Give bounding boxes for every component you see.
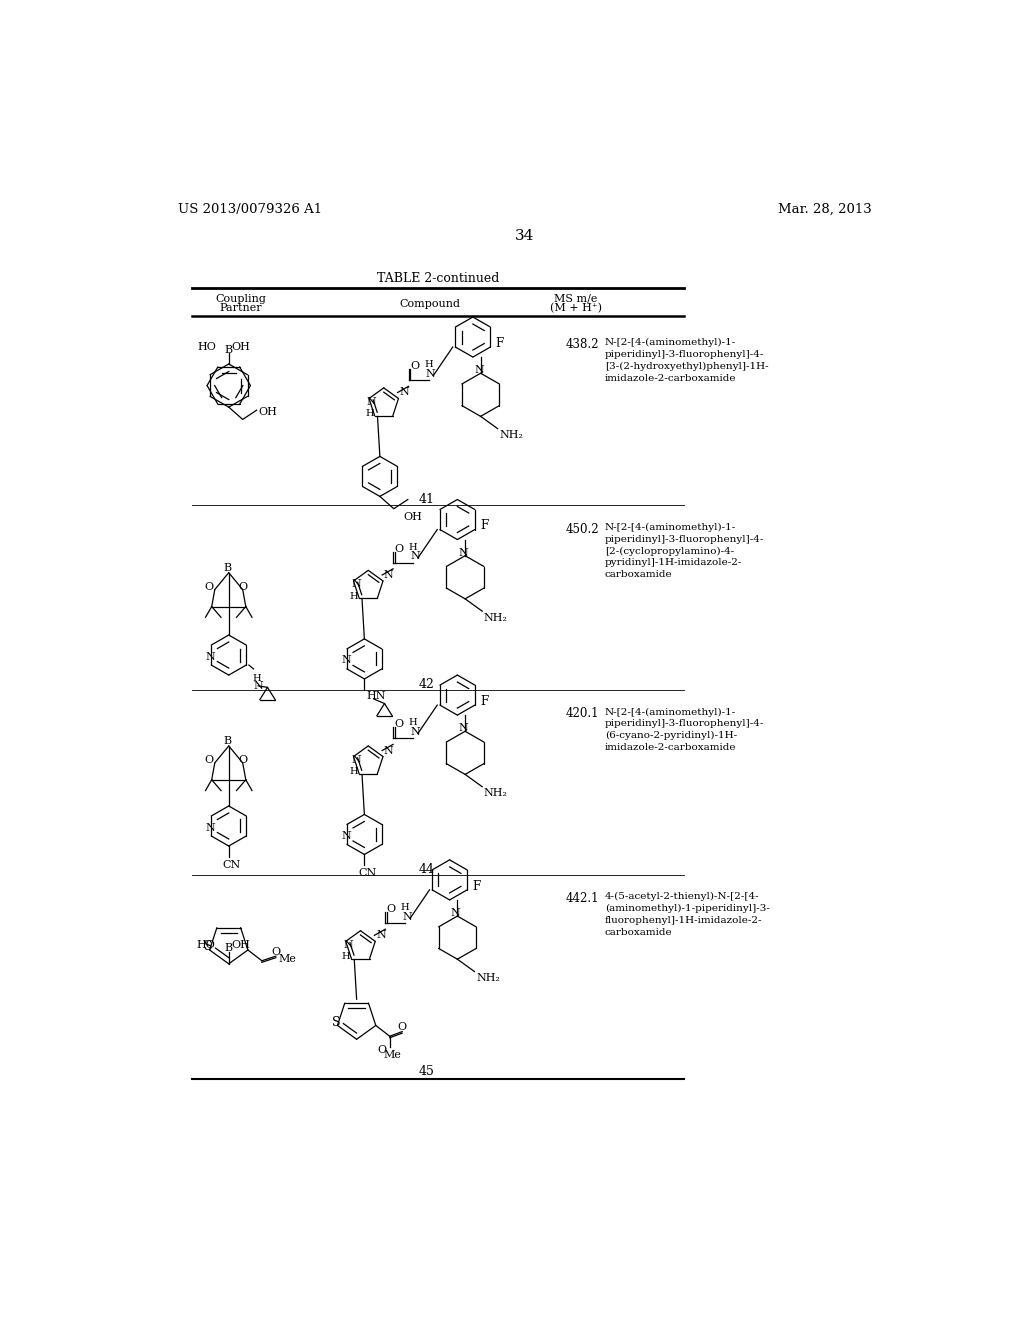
Text: O: O: [397, 1022, 407, 1032]
Text: 438.2: 438.2: [566, 338, 599, 351]
Text: N-[2-[4-(aminomethyl)-1-
piperidinyl]-3-fluorophenyl]-4-
[3-(2-hydroxyethyl)phen: N-[2-[4-(aminomethyl)-1- piperidinyl]-3-…: [604, 338, 768, 383]
Text: CN: CN: [358, 869, 377, 878]
Text: H: H: [409, 543, 417, 552]
Text: O: O: [239, 582, 247, 591]
Text: O: O: [204, 582, 213, 591]
Text: F: F: [472, 879, 480, 892]
Text: OH: OH: [231, 342, 251, 352]
Text: (M + H⁺): (M + H⁺): [550, 304, 602, 313]
Text: N: N: [341, 656, 351, 665]
Text: N: N: [341, 832, 351, 841]
Text: N: N: [206, 652, 215, 661]
Text: O: O: [377, 1045, 386, 1056]
Text: O: O: [271, 946, 281, 957]
Text: H: H: [409, 718, 417, 727]
Text: N-[2-[4-(aminomethyl)-1-
piperidinyl]-3-fluorophenyl]-4-
[2-(cyclopropylamino)-4: N-[2-[4-(aminomethyl)-1- piperidinyl]-3-…: [604, 523, 764, 579]
Text: N: N: [410, 727, 420, 737]
Text: H: H: [424, 360, 433, 370]
Text: 450.2: 450.2: [566, 523, 599, 536]
Text: O: O: [410, 362, 419, 371]
Text: S: S: [332, 1016, 340, 1028]
Text: HO: HO: [196, 940, 215, 950]
Text: US 2013/0079326 A1: US 2013/0079326 A1: [178, 203, 323, 216]
Text: N: N: [399, 388, 409, 397]
Text: N: N: [426, 370, 435, 379]
Text: B: B: [223, 737, 231, 746]
Text: F: F: [496, 337, 504, 350]
Text: H: H: [349, 591, 358, 601]
Text: O: O: [387, 904, 396, 915]
Text: OH: OH: [231, 940, 251, 950]
Text: O: O: [204, 755, 213, 764]
Text: HO: HO: [198, 342, 216, 352]
Text: OH: OH: [403, 512, 422, 521]
Text: B: B: [223, 564, 231, 573]
Text: N-[2-[4-(aminomethyl)-1-
piperidinyl]-3-fluorophenyl]-4-
(6-cyano-2-pyridinyl)-1: N-[2-[4-(aminomethyl)-1- piperidinyl]-3-…: [604, 708, 764, 752]
Text: N: N: [254, 681, 263, 692]
Text: HN: HN: [366, 692, 385, 701]
Text: H: H: [252, 673, 261, 682]
Text: O: O: [239, 755, 247, 764]
Text: N: N: [384, 746, 393, 755]
Text: H: H: [366, 409, 374, 418]
Text: NH₂: NH₂: [476, 973, 500, 983]
Text: N: N: [343, 940, 353, 949]
Text: 34: 34: [515, 230, 535, 243]
Text: N: N: [459, 548, 468, 557]
Text: 420.1: 420.1: [566, 708, 599, 721]
Text: H: H: [400, 903, 410, 912]
Text: NH₂: NH₂: [483, 788, 508, 799]
Text: N: N: [351, 755, 360, 764]
Text: 41: 41: [419, 494, 434, 507]
Text: B: B: [224, 944, 232, 953]
Text: Partner: Partner: [219, 304, 262, 313]
Text: N: N: [351, 579, 360, 589]
Text: N: N: [410, 552, 420, 561]
Text: N: N: [376, 931, 386, 940]
Text: Coupling: Coupling: [215, 294, 266, 304]
Text: 4-(5-acetyl-2-thienyl)-N-[2-[4-
(aminomethyl)-1-piperidinyl]-3-
fluorophenyl]-1H: 4-(5-acetyl-2-thienyl)-N-[2-[4- (aminome…: [604, 892, 769, 937]
Text: Compound: Compound: [399, 298, 461, 309]
Text: TABLE 2-continued: TABLE 2-continued: [377, 272, 499, 285]
Text: NH₂: NH₂: [500, 430, 523, 440]
Text: CN: CN: [222, 859, 241, 870]
Text: Mar. 28, 2013: Mar. 28, 2013: [778, 203, 872, 216]
Text: F: F: [480, 694, 488, 708]
Text: O: O: [394, 719, 403, 730]
Text: 44: 44: [419, 863, 434, 876]
Text: O: O: [394, 544, 403, 554]
Text: N: N: [459, 723, 468, 733]
Text: N: N: [474, 366, 484, 375]
Text: N: N: [402, 912, 412, 921]
Text: NH₂: NH₂: [483, 612, 508, 623]
Text: 42: 42: [419, 678, 434, 692]
Text: N: N: [384, 570, 393, 579]
Text: H: H: [342, 952, 350, 961]
Text: 45: 45: [419, 1065, 434, 1078]
Text: F: F: [480, 519, 488, 532]
Text: H: H: [349, 767, 358, 776]
Text: B: B: [224, 345, 232, 355]
Text: Me: Me: [279, 954, 297, 964]
Text: N: N: [367, 397, 377, 407]
Text: S: S: [204, 940, 212, 953]
Text: Me: Me: [384, 1051, 401, 1060]
Text: N: N: [451, 908, 461, 917]
Text: N: N: [206, 822, 215, 833]
Text: MS m/e: MS m/e: [554, 294, 598, 304]
Text: OH: OH: [258, 407, 278, 417]
Text: 442.1: 442.1: [566, 892, 599, 906]
